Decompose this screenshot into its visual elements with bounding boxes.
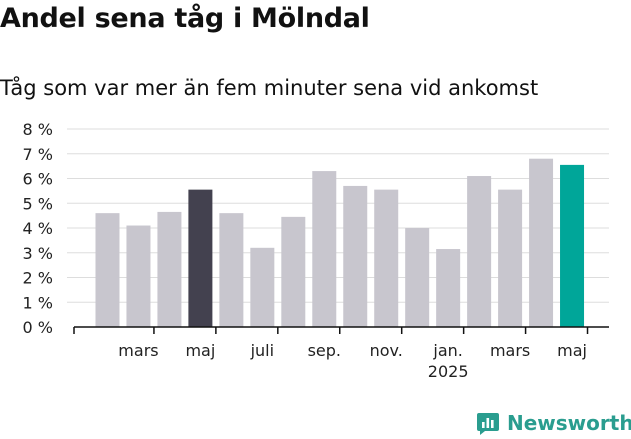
x-tick-sublabel: 2025 xyxy=(428,362,469,381)
y-tick-label: 1 % xyxy=(23,293,53,312)
x-tick-label: maj xyxy=(185,341,215,360)
y-tick-label: 6 % xyxy=(23,170,53,189)
x-tick-label: mars xyxy=(118,341,158,360)
bar xyxy=(498,189,523,327)
newsworthy-logo-icon xyxy=(477,413,499,435)
y-tick-label: 3 % xyxy=(23,244,53,263)
bar xyxy=(467,176,492,327)
axes: 0 % 1 % 2 % 3 % 4 % 5 % 6 % 7 % 8 % mars maj juli se… xyxy=(23,120,609,381)
y-tick-label: 8 % xyxy=(23,120,53,139)
bars xyxy=(95,158,585,327)
bar xyxy=(95,213,120,327)
x-tick-label: mars xyxy=(490,341,530,360)
y-tick-label: 0 % xyxy=(23,318,53,337)
bar xyxy=(250,247,275,327)
bar xyxy=(126,225,151,327)
bar xyxy=(312,171,337,327)
x-tick-label: sep. xyxy=(308,341,341,360)
x-tick-label: maj xyxy=(557,341,587,360)
bar xyxy=(343,185,368,327)
x-tick-label: nov. xyxy=(370,341,403,360)
chart-subtitle: Tåg som var mer än fem minuter sena vid … xyxy=(0,76,539,100)
y-tick-label: 7 % xyxy=(23,145,53,164)
bar xyxy=(157,211,182,327)
y-tick-label: 4 % xyxy=(23,219,53,238)
bar xyxy=(560,164,585,327)
brand-logo: Newsworthy xyxy=(476,408,631,438)
y-tick-label: 2 % xyxy=(23,269,53,288)
x-tick-label: juli xyxy=(250,341,274,360)
bar xyxy=(436,249,461,327)
bar xyxy=(188,189,213,327)
chart-title: Andel sena tåg i Mölndal xyxy=(0,3,370,34)
x-tick-label: jan. xyxy=(432,341,462,360)
brand-name: Newsworthy xyxy=(507,411,631,435)
bar xyxy=(219,213,244,327)
bar xyxy=(529,158,554,327)
bar xyxy=(281,216,306,327)
bar xyxy=(374,189,399,327)
bar xyxy=(405,228,430,327)
y-tick-label: 5 % xyxy=(23,194,53,213)
